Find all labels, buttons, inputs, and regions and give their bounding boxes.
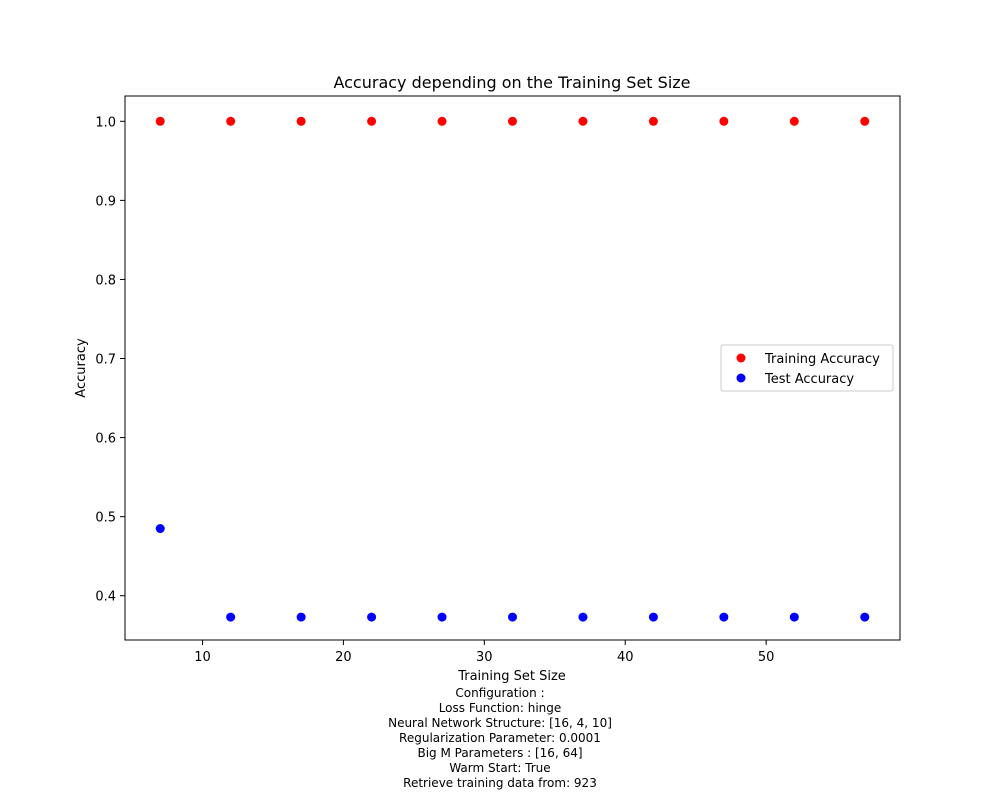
x-tick-label: 20 [335, 650, 352, 665]
caption-line: Regularization Parameter: 0.0001 [399, 731, 601, 745]
training-accuracy-point [437, 116, 447, 126]
y-axis-label: Accuracy [74, 338, 89, 398]
test-accuracy-legend-marker [736, 373, 746, 383]
chart-title: Accuracy depending on the Training Set S… [333, 73, 690, 92]
test-accuracy-point [860, 612, 870, 622]
training-accuracy-point [860, 116, 870, 126]
training-accuracy-point [789, 116, 799, 126]
caption-line: Big M Parameters : [16, 64] [417, 746, 583, 760]
test-accuracy-point [367, 612, 377, 622]
training-accuracy-point [719, 116, 729, 126]
y-tick-label: 0.5 [95, 511, 116, 526]
x-tick-label: 40 [617, 650, 634, 665]
caption-line: Configuration : [455, 686, 545, 700]
test-accuracy-point [437, 612, 447, 622]
training-accuracy-point [155, 116, 165, 126]
training-accuracy-point [648, 116, 658, 126]
test-accuracy-point [648, 612, 658, 622]
training-accuracy-legend-marker [736, 353, 746, 363]
caption-line: Neural Network Structure: [16, 4, 10] [388, 716, 612, 730]
y-tick-label: 0.4 [95, 590, 116, 605]
caption-line: Retrieve training data from: 923 [403, 776, 597, 790]
test-accuracy-point [155, 524, 165, 534]
test-accuracy-point [578, 612, 588, 622]
training-accuracy-point [296, 116, 306, 126]
training-accuracy-point [226, 116, 236, 126]
y-tick-label: 0.9 [95, 194, 116, 209]
y-tick-label: 0.8 [95, 273, 116, 288]
test-accuracy-point [296, 612, 306, 622]
x-axis-label: Training Set Size [457, 669, 566, 684]
test-accuracy-point [226, 612, 236, 622]
legend-box [720, 344, 894, 392]
plot-frame [124, 95, 901, 641]
legend: Training Accuracy Test Accuracy [720, 344, 894, 392]
test-accuracy-point [508, 612, 517, 622]
x-tick-label: 30 [476, 650, 493, 665]
x-tick-label: 50 [758, 650, 775, 665]
y-tick-label: 0.6 [95, 432, 116, 447]
training-accuracy-point [578, 116, 588, 126]
caption-line: Loss Function: hinge [438, 701, 562, 715]
x-tick-label: 10 [194, 650, 211, 665]
y-tick-label: 0.7 [95, 353, 116, 368]
test-accuracy-point [719, 612, 729, 622]
test-accuracy-point [789, 612, 799, 622]
axis-ticks: 10 20 30 40 50 0.4 0.5 0.6 0.7 0.8 0.9 1.0 [95, 115, 774, 665]
training-accuracy-point [508, 116, 517, 126]
configuration-caption: Configuration : Loss Function: hinge Neu… [0, 686, 1000, 791]
data-points [155, 116, 870, 622]
training-accuracy-point [367, 116, 377, 126]
training-accuracy-legend-label: Training Accuracy [764, 352, 880, 367]
y-tick-label: 1.0 [95, 115, 116, 130]
caption-line: Warm Start: True [449, 761, 551, 775]
test-accuracy-legend-label: Test Accuracy [764, 372, 854, 387]
